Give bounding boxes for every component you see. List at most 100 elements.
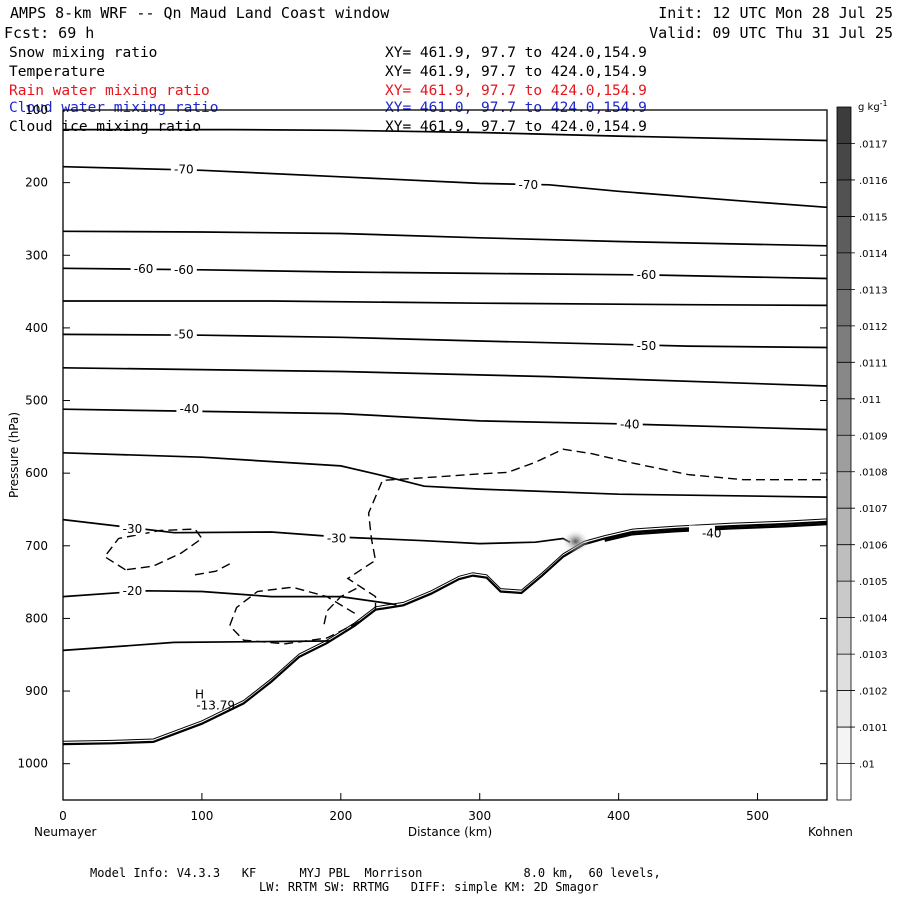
colorbar-level-label: .0109 [859,431,888,442]
field-xy-cloud-ice: XY= 461.9, 97.7 to 424.0,154.9 [385,119,647,135]
colorbar-level-label: .0108 [859,468,888,479]
colorbar-swatch [837,252,851,290]
x-tick-label: 100 [190,809,213,823]
y-tick-label: 500 [25,394,48,408]
y-tick-label: 100 [25,103,48,117]
colorbar-level-label: .0114 [859,249,888,260]
x-left-endpoint-label: Neumayer [34,825,96,839]
model-info-line1: Model Info: V4.3.3 KF MYJ PBL Morrison 8… [90,866,661,880]
annotation-label: -13.79 [196,699,235,713]
colorbar-level-label: .0115 [859,212,888,223]
snow-ratio-dashed-contour [323,586,360,625]
x-tick-label: 0 [59,809,67,823]
contour-label-bg [170,326,197,341]
colorbar-level-label: .0112 [859,322,888,333]
colorbar-level-label: .011 [859,395,881,406]
terrain [62,518,828,800]
colorbar-level-label: .0105 [859,577,888,588]
y-tick-label: 1000 [17,757,48,771]
y-tick-label: 700 [25,539,48,553]
colorbar-swatch [837,325,851,363]
colorbar-level-label: .0116 [859,176,888,187]
isotherm-line [63,300,828,307]
colorbar-swatch [837,107,851,144]
colorbar-level-label: .0101 [859,723,888,734]
contour-label: -40 [620,417,640,431]
colorbar-swatch [837,143,851,180]
field-name-cloud-ice: Cloud ice mixing ratio [9,119,201,135]
contour-label-bg [130,261,157,276]
colorbar-swatch [837,362,851,399]
y-tick-label: 900 [25,684,48,698]
colorbar: .0117 .0116 .0115 .0114 .0113 .0112 .0111 .011.… [836,106,888,801]
plot-area: -70 -70 -60 -60 -60 -50 -50 -40 -40 -30 -30 -20 H-13… [62,109,828,801]
colorbar-swatch [837,617,851,655]
contour-label: -50 [637,339,657,353]
colorbar-swatch [837,690,851,728]
annotation-bg [688,525,715,540]
colorbar-swatch [837,216,851,253]
x-tick-label: 300 [468,809,491,823]
snow-ratio-dashed-contour [103,528,203,571]
contour-label-bg [119,582,146,597]
init-time: Init: 12 UTC Mon 28 Jul 25 [658,4,893,22]
contour-label: -70 [174,163,194,177]
isotherm-line [62,165,828,209]
x-tick-label: 500 [746,809,769,823]
colorbar-swatch [837,508,851,545]
contour-label-bg [119,521,146,536]
plot-frame [62,109,828,801]
colorbar-level-label: .0107 [859,504,888,515]
y-tick-label: 600 [25,466,48,480]
field-name-snow: Snow mixing ratio [9,45,157,61]
contour-label-bg [176,401,203,416]
x-tick-label: 400 [607,809,630,823]
colorbar-swatch [837,727,851,764]
contour-label-bg [616,416,643,431]
colorbar-level-label: .0102 [859,687,888,698]
field-name-cloud-water: Cloud water mixing ratio [9,100,219,116]
contour-label: -50 [174,327,194,341]
snow-ratio-dashed-contour [228,448,827,645]
isotherm-line [62,451,828,498]
contour-label: -20 [123,584,143,598]
mixing-ratio-shading [561,529,590,554]
contour-label-bg [170,261,197,276]
isotherm-line [63,128,828,142]
y-axis-label: Pressure (hPa) [7,412,21,498]
contour-label: -30 [327,532,347,546]
contour-labels: -70 -70 -60 -60 -60 -50 -50 -40 -40 -30 -30 -20 H-13… [119,161,722,713]
colorbar-swatch [837,471,851,509]
colorbar-swatch [837,763,851,800]
field-name-temperature: Temperature [9,64,105,80]
valid-time: Valid: 09 UTC Thu 31 Jul 25 [649,24,893,42]
y-axis: 100 200 300 400 500 600 700 800 900 1000 [17,103,827,771]
colorbar-frame [836,106,852,801]
colorbar-swatch [837,398,851,436]
y-tick-label: 200 [25,176,48,190]
contour-label-bg [515,176,542,191]
colorbar-unit: g kg-1 [858,99,888,113]
colorbar-level-label: .0106 [859,541,888,552]
colorbar-swatch [837,289,851,326]
field-name-rain: Rain water mixing ratio [9,83,210,99]
field-xy-rain: XY= 461.9, 97.7 to 424.0,154.9 [385,83,647,99]
colorbar-swatch [837,435,851,472]
y-tick-label: 800 [25,611,48,625]
x-axis: 0 100 200 300 400 500 [59,793,769,823]
x-axis-label: Distance (km) [408,825,492,839]
contour-label-bg [633,338,660,353]
colorbar-level-label: .0103 [859,650,888,661]
colorbar-level-label: .01 [859,760,875,771]
contour-label-bg [323,530,350,545]
terrain-line [62,520,828,746]
annotation-label: -40 [702,526,722,540]
contour-label-bg [170,161,197,176]
contour-label: -70 [519,178,539,192]
terrain-fill [63,521,827,800]
colorbar-level-label: .0111 [859,358,888,369]
annotation-label: H [195,688,204,702]
contour-label: -40 [180,402,200,416]
x-tick-label: 200 [329,809,352,823]
